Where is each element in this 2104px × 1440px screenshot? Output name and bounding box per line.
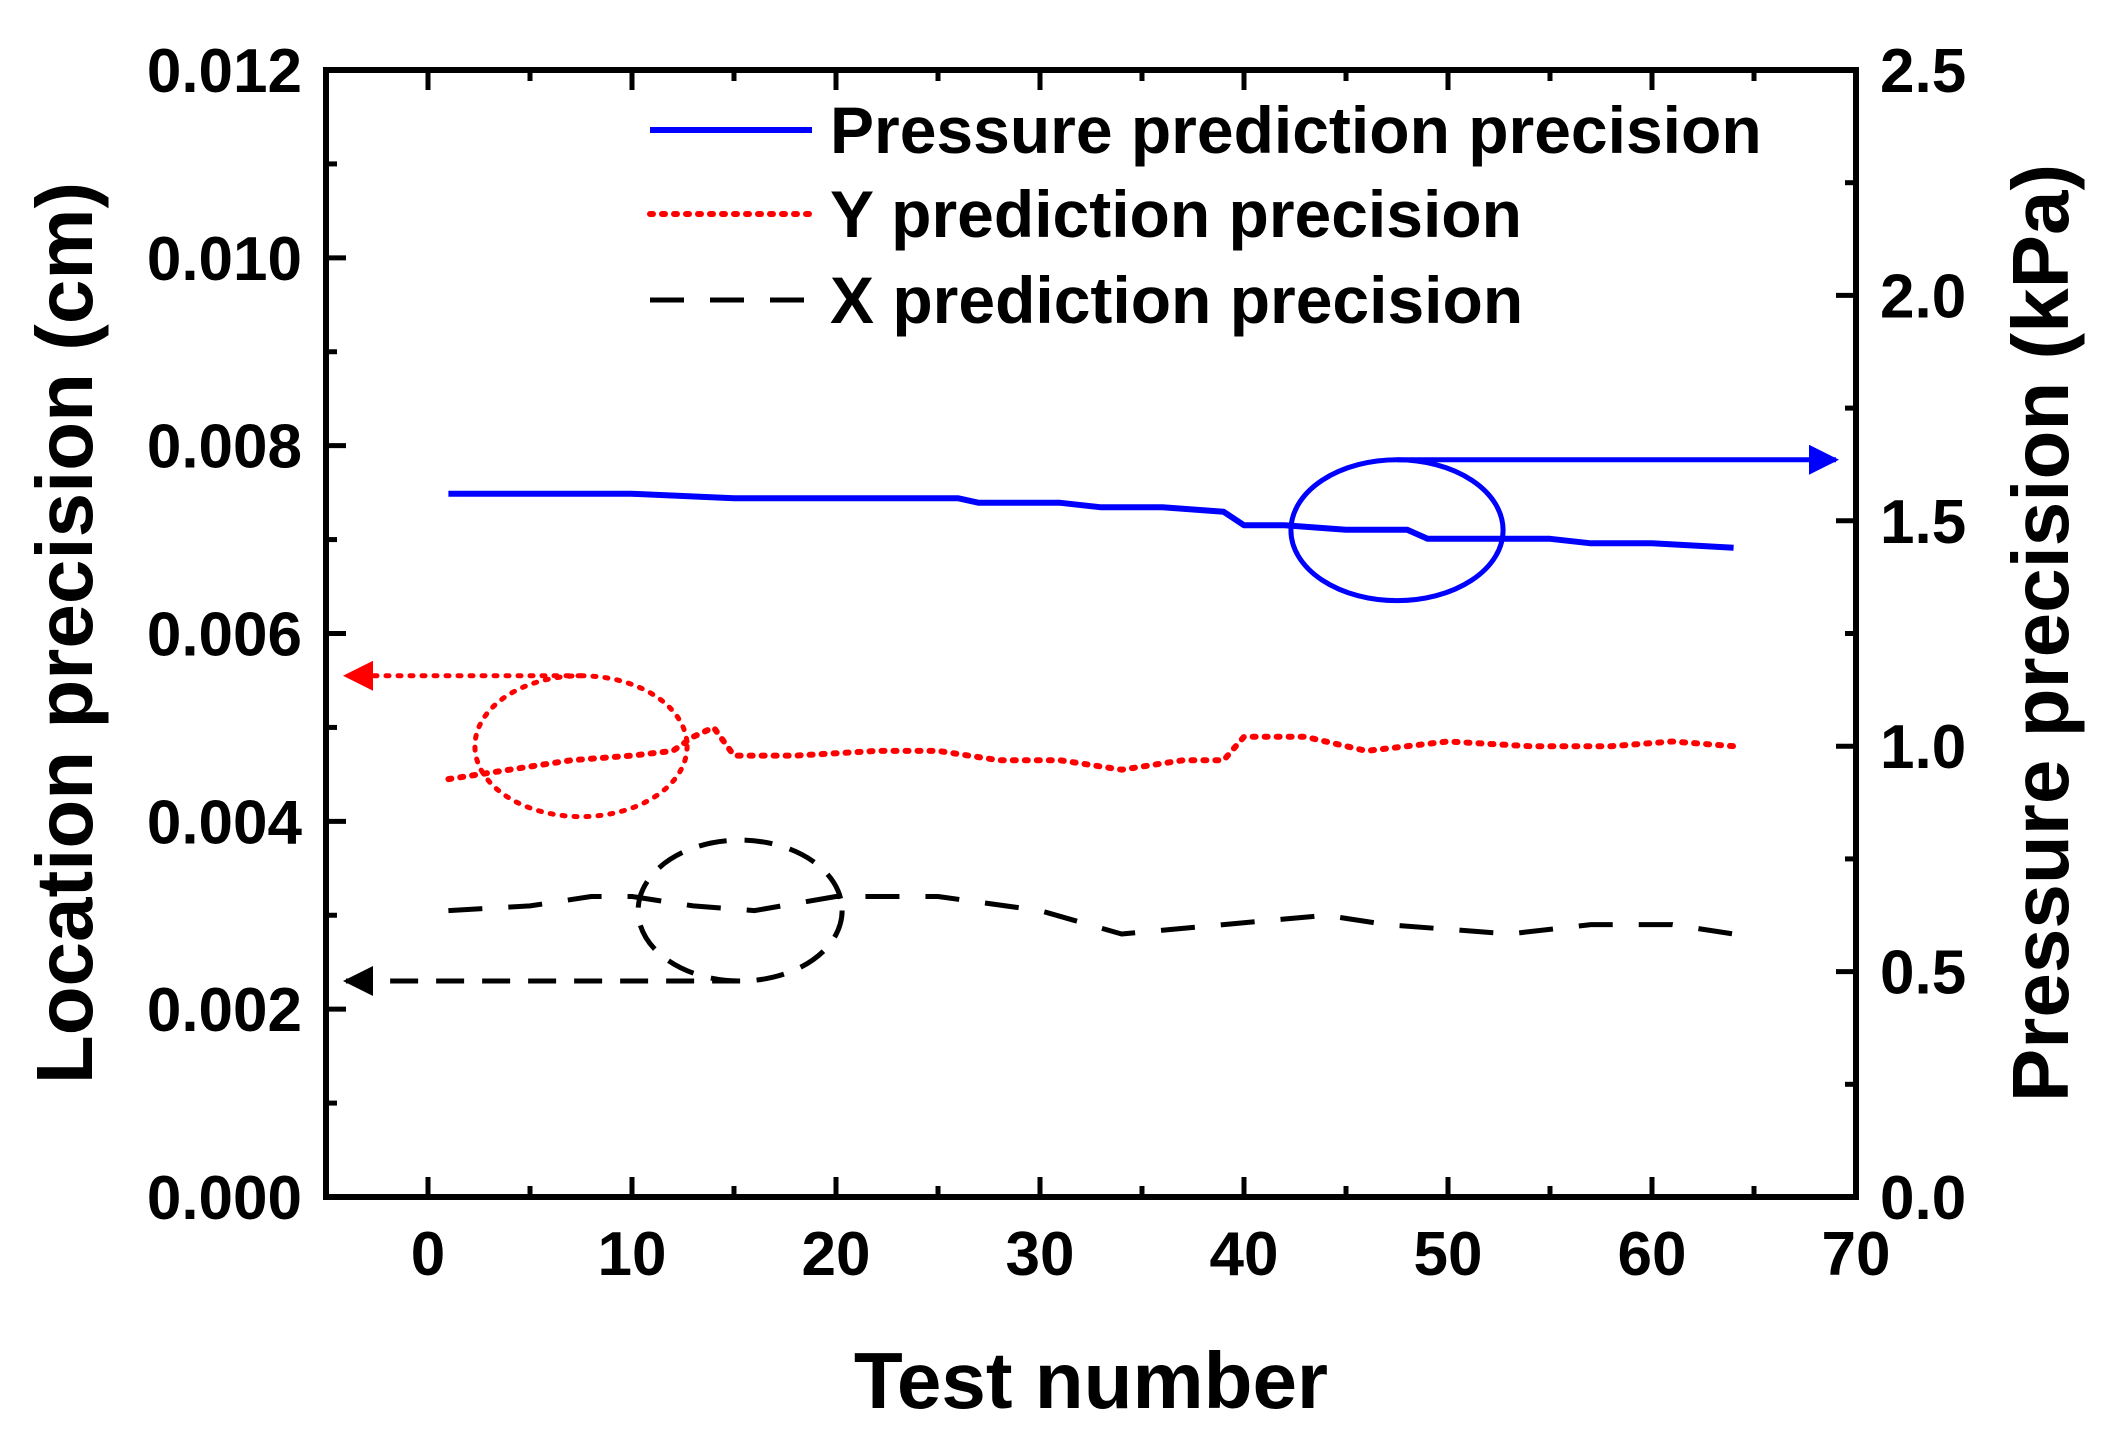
tick-group: 0 10 20 30 40 50 60 70 0.000 0.002 0.004 0.006 0.008… — [147, 37, 1966, 1289]
left-y-tick-label: 0.000 — [147, 1164, 302, 1233]
series-line-dashed — [448, 894, 1734, 937]
x-tick-label: 60 — [1618, 1220, 1687, 1289]
series-line-solid — [448, 490, 1734, 551]
left-y-axis-title: Location precision (cm) — [20, 182, 109, 1084]
x-tick-label: 50 — [1414, 1220, 1483, 1289]
x-tick-label: 40 — [1210, 1220, 1279, 1289]
legend-label: Y prediction precision — [830, 177, 1522, 251]
right-y-tick-label: 1.0 — [1880, 713, 1966, 782]
left-y-tick-label: 0.006 — [147, 601, 302, 670]
annotation-group — [343, 444, 1839, 996]
series-group — [445, 490, 1737, 937]
left-y-tick-label: 0.012 — [147, 37, 302, 106]
annotation-ellipse — [472, 673, 690, 820]
left-y-tick-label: 0.008 — [147, 413, 302, 482]
x-tick-label: 70 — [1822, 1220, 1891, 1289]
left-y-tick-label: 0.010 — [147, 225, 302, 294]
x-tick-label: 10 — [598, 1220, 667, 1289]
legend-label: Pressure prediction precision — [830, 93, 1762, 167]
right-y-tick-label: 2.0 — [1880, 262, 1966, 331]
legend: Pressure prediction precision Y predictio… — [647, 93, 1762, 337]
x-tick-label: 30 — [1006, 1220, 1075, 1289]
x-tick-label: 20 — [802, 1220, 871, 1289]
left-y-tick-label: 0.004 — [147, 788, 303, 857]
series-line-dotted — [445, 724, 1737, 783]
right-y-axis-title: Pressure precision (kPa) — [1996, 164, 2085, 1102]
x-tick-label: 0 — [411, 1220, 445, 1289]
right-y-tick-label: 2.5 — [1880, 37, 1966, 106]
annotation-ellipse — [635, 837, 845, 984]
right-y-tick-label: 1.5 — [1880, 488, 1966, 557]
right-y-tick-label: 0.0 — [1880, 1164, 1966, 1233]
left-y-tick-label: 0.002 — [147, 976, 302, 1045]
legend-label: X prediction precision — [830, 263, 1523, 337]
x-axis-title: Test number — [854, 1336, 1328, 1425]
right-y-tick-label: 0.5 — [1880, 939, 1966, 1008]
